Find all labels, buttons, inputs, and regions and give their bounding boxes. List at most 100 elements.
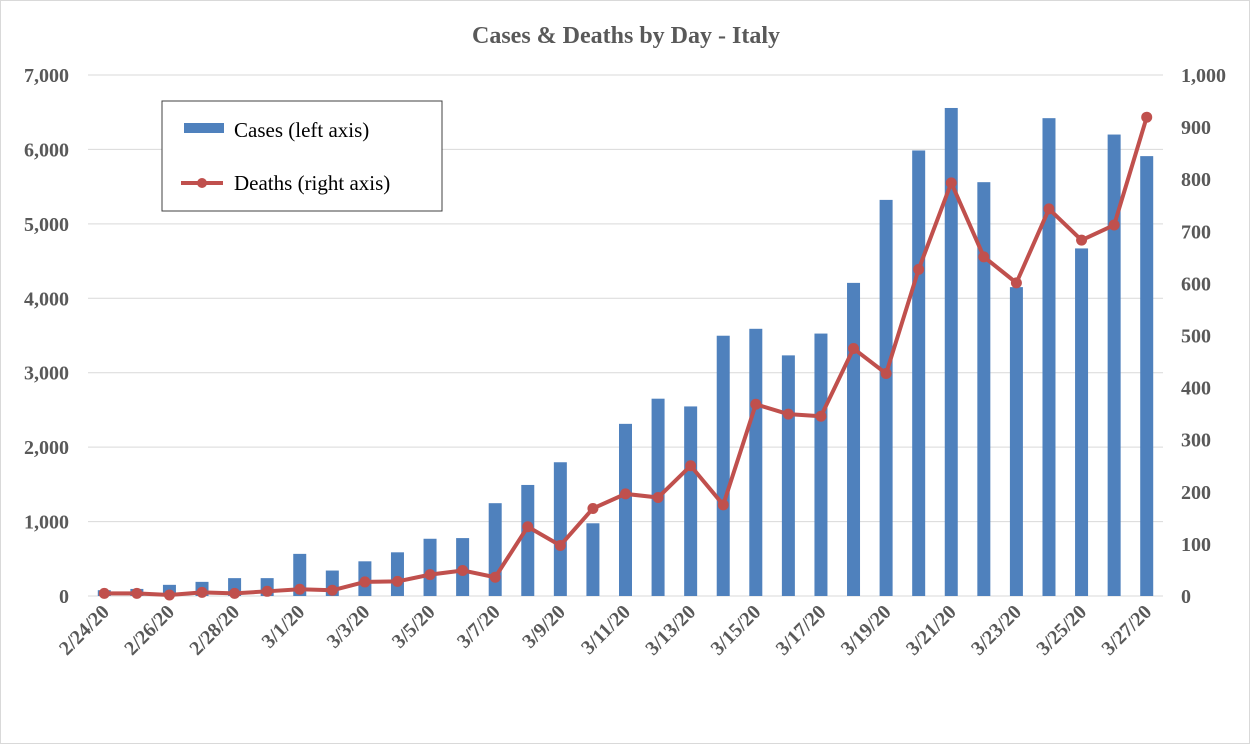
- right-tick-label: 0: [1181, 586, 1191, 608]
- x-tick-label: 3/21/20: [902, 601, 961, 660]
- deaths-point: [457, 564, 469, 576]
- right-tick-label: 600: [1181, 273, 1211, 295]
- x-axis: 2/24/20 2/26/20 2/28/20 3/1/20 3/3/20 3/5/20 3…: [55, 601, 1156, 660]
- left-tick-label: 4,000: [24, 288, 69, 310]
- left-tick-label: 7,000: [24, 65, 69, 87]
- right-tick-label: 500: [1181, 326, 1211, 348]
- deaths-point: [652, 492, 664, 504]
- right-tick-label: 800: [1181, 169, 1211, 191]
- deaths-point: [391, 575, 403, 587]
- cases-bar: [619, 423, 632, 596]
- cases-bar: [749, 328, 763, 596]
- deaths-point: [489, 571, 501, 583]
- x-tick-label: 3/9/20: [518, 601, 570, 653]
- cases-bar: [977, 182, 991, 597]
- deaths-point: [587, 502, 599, 514]
- x-tick-label: 3/17/20: [772, 601, 831, 660]
- cases-bar: [586, 523, 600, 596]
- deaths-point: [945, 177, 957, 189]
- legend-cases-label: Cases (left axis): [234, 118, 369, 142]
- x-tick-label: 3/5/20: [388, 601, 440, 653]
- cases-bar: [553, 462, 567, 596]
- x-tick-label: 3/19/20: [837, 601, 896, 660]
- right-tick-label: 400: [1181, 378, 1211, 400]
- deaths-point: [326, 584, 338, 596]
- chart-title: Cases & Deaths by Day - Italy: [472, 23, 780, 49]
- deaths-point: [620, 488, 631, 500]
- right-tick-label: 200: [1181, 482, 1211, 504]
- x-tick-label: 3/27/20: [1097, 601, 1156, 660]
- deaths-point: [1076, 234, 1088, 246]
- deaths-point: [1141, 111, 1153, 123]
- deaths-point: [750, 398, 762, 410]
- x-tick-label: 3/13/20: [641, 601, 700, 660]
- right-tick-label: 900: [1181, 117, 1211, 139]
- cases-bar: [814, 333, 828, 596]
- deaths-point: [717, 499, 729, 511]
- deaths-point: [685, 460, 697, 472]
- deaths-point: [815, 410, 827, 422]
- cases-bar: [521, 484, 535, 596]
- right-axis: 0 100 200 300 400 500 600 700 800 900 1,000: [1181, 65, 1226, 608]
- cases-bar: [1042, 118, 1056, 596]
- deaths-point: [522, 521, 534, 533]
- x-tick-label: 3/11/20: [577, 601, 635, 659]
- cases-bar: [684, 406, 698, 596]
- x-tick-label: 2/24/20: [55, 601, 114, 660]
- x-tick-label: 3/15/20: [707, 601, 766, 660]
- cases-bar: [716, 335, 730, 596]
- x-tick-label: 3/25/20: [1032, 601, 1091, 660]
- cases-bar: [423, 538, 437, 596]
- cases-bar: [390, 552, 404, 596]
- deaths-point: [978, 251, 990, 263]
- cases-bar: [781, 355, 795, 596]
- right-tick-label: 300: [1181, 430, 1211, 452]
- legend-deaths-marker: [197, 178, 207, 188]
- left-tick-label: 1,000: [24, 512, 69, 534]
- x-tick-label: 3/3/20: [323, 601, 375, 653]
- cases-bar: [912, 150, 926, 596]
- deaths-point: [163, 589, 175, 601]
- cases-bar: [1009, 287, 1023, 596]
- left-tick-label: 5,000: [24, 214, 69, 236]
- legend-cases-swatch: [184, 123, 224, 133]
- x-tick-label: 2/28/20: [185, 601, 244, 660]
- right-tick-label: 700: [1181, 221, 1211, 243]
- deaths-line: [98, 111, 1153, 601]
- x-tick-label: 3/23/20: [967, 601, 1026, 660]
- deaths-point: [1010, 277, 1022, 289]
- cases-bar: [1140, 156, 1154, 596]
- legend: Cases (left axis) Deaths (right axis): [161, 100, 443, 212]
- left-tick-label: 0: [59, 586, 69, 608]
- right-tick-label: 1,000: [1181, 65, 1226, 87]
- deaths-point: [913, 263, 925, 275]
- x-tick-label: 3/7/20: [453, 601, 505, 653]
- cases-bar: [1107, 134, 1121, 597]
- deaths-point: [261, 585, 273, 597]
- x-tick-label: 3/1/20: [258, 601, 310, 653]
- deaths-point: [98, 587, 110, 599]
- left-tick-label: 6,000: [24, 139, 69, 161]
- cases-bar: [944, 107, 958, 596]
- left-tick-label: 3,000: [24, 363, 69, 385]
- cases-bar: [879, 199, 893, 596]
- legend-deaths-label: Deaths (right axis): [234, 171, 390, 195]
- deaths-point: [554, 539, 566, 551]
- deaths-point: [782, 408, 794, 420]
- deaths-point: [294, 583, 306, 595]
- cases-bar: [847, 282, 861, 596]
- x-tick-label: 2/26/20: [120, 601, 179, 660]
- cases-bar: [1075, 248, 1089, 596]
- left-axis: 0 1,000 2,000 3,000 4,000 5,000 6,000 7,000: [24, 65, 69, 608]
- deaths-point: [424, 569, 436, 581]
- deaths-point: [229, 587, 241, 599]
- legend-box: [161, 100, 443, 212]
- deaths-point: [196, 586, 208, 598]
- deaths-point: [131, 587, 143, 599]
- deaths-point: [880, 368, 892, 380]
- deaths-point: [1108, 219, 1120, 231]
- left-tick-label: 2,000: [24, 437, 69, 459]
- right-tick-label: 100: [1181, 534, 1211, 556]
- deaths-point: [359, 576, 371, 588]
